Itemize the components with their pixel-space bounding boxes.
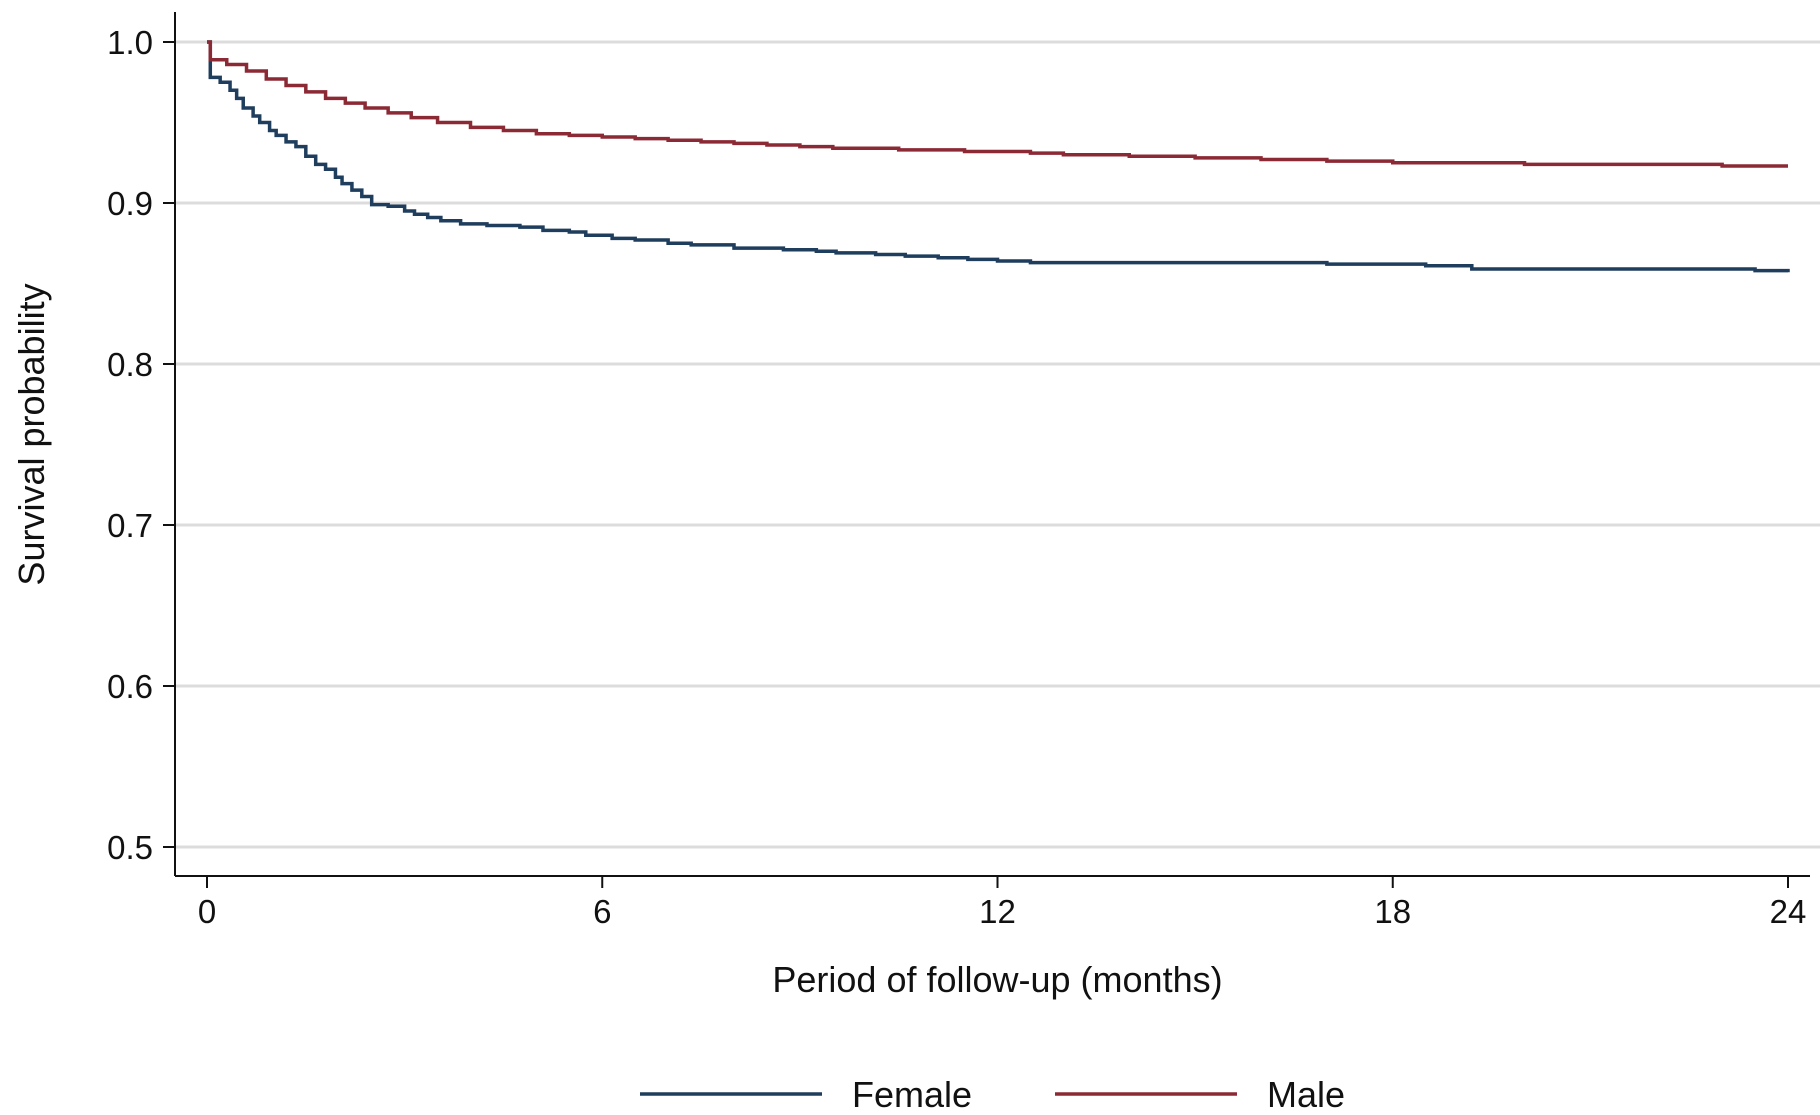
y-tick-label: 0.6 [107,668,153,705]
series-line-male [207,40,1788,168]
legend-label-female: Female [852,1074,972,1115]
x-tick-label: 24 [1770,893,1807,930]
series-lines [207,40,1790,273]
x-axis-title: Period of follow-up (months) [772,959,1222,1000]
y-tick-label: 0.8 [107,346,153,383]
series-line-female [207,40,1790,273]
gridlines [175,40,1820,849]
legend: Female Male [640,1074,1345,1115]
x-tick-labels: 0 6 12 18 24 [198,876,1807,930]
x-tick-label: 0 [198,893,216,930]
x-tick-label: 12 [979,893,1016,930]
y-tick-label: 1.0 [107,24,153,61]
x-tick-label: 6 [593,893,611,930]
y-axis-title: Survival probability [11,283,52,585]
y-tick-label: 0.9 [107,185,153,222]
x-tick-label: 18 [1374,893,1411,930]
legend-label-male: Male [1267,1074,1345,1115]
y-tick-label: 0.5 [107,829,153,866]
y-tick-labels: 1.0 0.9 0.8 0.7 0.6 0.5 [107,24,175,866]
axes [174,12,1810,877]
y-tick-label: 0.7 [107,507,153,544]
